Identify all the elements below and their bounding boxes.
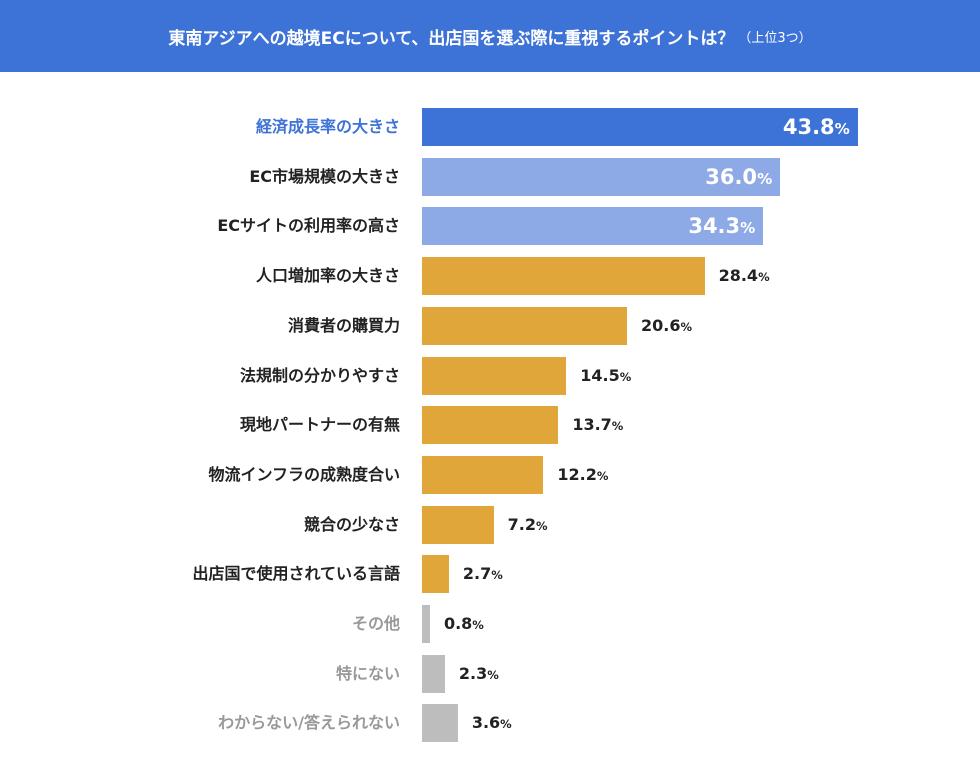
- chart-title-text: 東南アジアへの越境ECについて、出店国を選ぶ際に重視するポイントは？: [168, 28, 735, 49]
- data-label: 0.8%: [443, 614, 484, 633]
- bar: [422, 157, 781, 196]
- bar-row: EC市場規模の大きさ 36.0%: [0, 157, 980, 196]
- bar-row: 現地パートナーの有無 13.7%: [0, 406, 980, 445]
- data-label: 2.3%: [458, 663, 499, 683]
- bar-row: わからない/答えられない 3.6%: [0, 704, 980, 743]
- category-label: 特にない: [335, 663, 400, 683]
- data-label: 43.8%: [782, 115, 850, 139]
- bar-row: 物流インフラの成熟度合い 12.2%: [0, 455, 980, 494]
- bar-row: ECサイトの利用率の高さ 34.3%: [0, 207, 980, 246]
- data-label: 36.0%: [705, 164, 773, 189]
- category-label: 競合の少なさ: [303, 514, 400, 534]
- data-label: 20.6%: [640, 315, 692, 335]
- bar: [422, 356, 567, 395]
- data-label: 28.4%: [718, 266, 770, 286]
- data-label: 3.6%: [471, 713, 512, 733]
- category-label: 現地パートナーの有無: [239, 415, 400, 435]
- bar-row: その他 0.8%: [0, 605, 980, 643]
- bar-row: 出店国で使用されている言語 2.7%: [0, 555, 980, 594]
- bar: [422, 505, 494, 544]
- bar: [422, 654, 445, 693]
- bar-row: 競合の少なさ 7.2%: [0, 505, 980, 544]
- data-label: 2.7%: [462, 564, 503, 584]
- category-label: 出店国で使用されている言語: [192, 564, 400, 584]
- data-label: 12.2%: [557, 464, 609, 484]
- data-label: 13.7%: [572, 415, 624, 435]
- bar: [422, 108, 858, 146]
- bar-row: 人口増加率の大きさ 28.4%: [0, 257, 980, 296]
- category-label: 物流インフラの成熟度合い: [208, 464, 400, 484]
- bar: [422, 605, 430, 643]
- category-label: 消費者の購買力: [287, 315, 400, 335]
- category-label: わからない/答えられない: [218, 713, 400, 733]
- bar: [422, 704, 458, 743]
- bar: [422, 257, 705, 296]
- bar: [422, 306, 627, 345]
- category-label: 法規制の分かりやすさ: [239, 365, 400, 385]
- bar: [422, 406, 559, 445]
- chart-subtitle: （上位3つ）: [738, 30, 812, 46]
- category-label: 経済成長率の大きさ: [255, 117, 400, 136]
- category-label: その他: [351, 614, 400, 633]
- bar-row: 法規制の分かりやすさ 14.5%: [0, 356, 980, 395]
- bar: [422, 207, 764, 246]
- bar-row: 特にない 2.3%: [0, 654, 980, 693]
- category-label: ECサイトの利用率の高さ: [217, 216, 400, 236]
- category-label: EC市場規模の大きさ: [249, 166, 400, 186]
- bar-row: 経済成長率の大きさ 43.8%: [0, 108, 980, 146]
- data-label: 14.5%: [580, 365, 632, 385]
- category-label: 人口増加率の大きさ: [255, 266, 400, 286]
- data-label: 7.2%: [507, 514, 548, 534]
- data-label: 34.3%: [688, 214, 756, 239]
- bar-row: 消費者の購買力 20.6%: [0, 306, 980, 345]
- chart-title: 東南アジアへの越境ECについて、出店国を選ぶ際に重視するポイントは？ （上位3つ…: [0, 0, 980, 72]
- bar: [422, 455, 544, 494]
- bar: [422, 555, 449, 594]
